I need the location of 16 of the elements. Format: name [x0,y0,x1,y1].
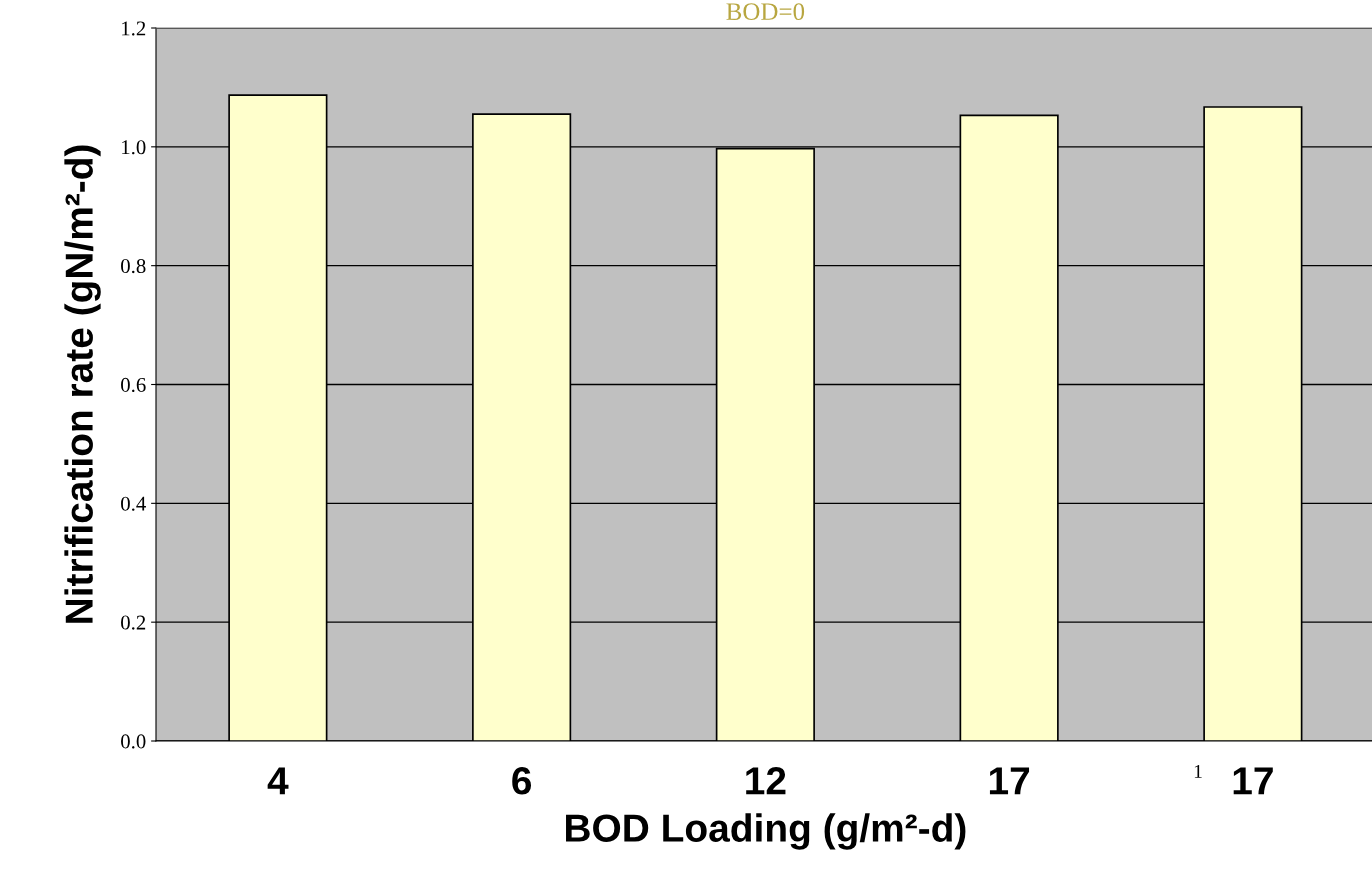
x-axis-title: BOD Loading (g/m²-d) [566,813,966,850]
x-tick-label: 17 [1233,767,1273,795]
y-tick-label: 0.2 [121,615,146,630]
y-tick-label: 1.0 [122,140,146,155]
y-tick-label: 0.6 [121,377,146,393]
x-tick-label: 4 [267,767,289,795]
text: 1 [1194,764,1202,778]
y-tick-label: 0.4 [121,496,146,511]
y-tick-label: 0.8 [121,259,146,274]
y-axis-title: Nitrification rate (gN/m²-d) [64,145,101,623]
x-tick-label: 12 [746,767,786,795]
x-tick-label: 6 [512,767,532,795]
text: BOD=0 [726,3,805,21]
y-tick-label: 1.2 [122,21,146,36]
y-tick-label: 0.0 [121,734,146,749]
x-tick-label: 17 [989,767,1030,795]
